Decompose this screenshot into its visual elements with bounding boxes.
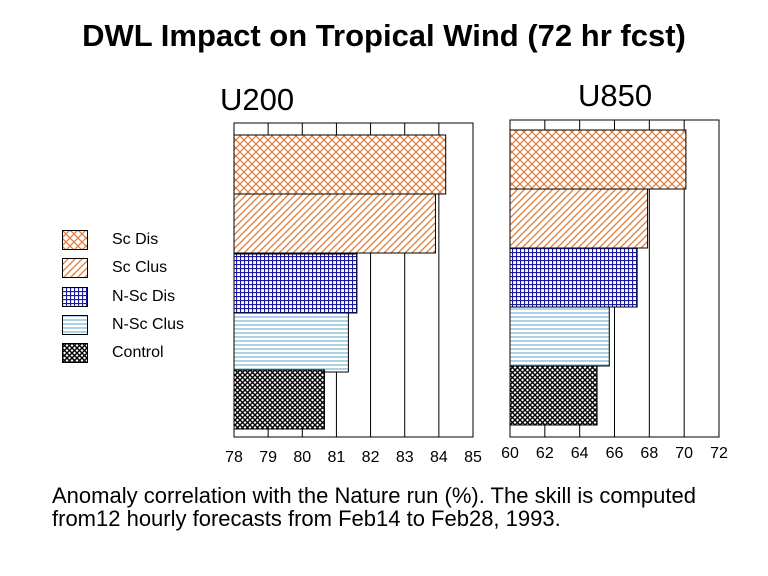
legend-label: Control: [112, 344, 164, 362]
bar-n-sc-dis: [233, 253, 358, 314]
legend-swatch-grid-blue: [62, 286, 88, 307]
x-tick-label: 60: [501, 445, 519, 462]
chart-title: DWL Impact on Tropical Wind (72 hr fcst): [82, 18, 686, 53]
legend-label: N-Sc Clus: [112, 315, 185, 333]
x-tick-label: 79: [259, 449, 277, 466]
x-tick-label: 80: [293, 449, 311, 466]
legend-swatch-crosshatch-black: [62, 343, 88, 364]
panel-title-u200: U200: [220, 82, 295, 117]
x-tick-label: 85: [464, 449, 482, 466]
bar-control: [509, 365, 598, 426]
chart-caption: Anomaly correlation with the Nature run …: [52, 483, 696, 531]
bar-n-sc-clus: [509, 306, 610, 367]
bar-control: [233, 369, 325, 430]
legend-swatch-hlines-blue: [62, 314, 88, 335]
x-tick-label: 81: [328, 449, 346, 466]
x-tick-label: 64: [571, 445, 589, 462]
bar-sc-clus: [509, 188, 649, 249]
legend-swatch-crosshatch-orange: [62, 230, 88, 250]
chart-u850: 60 62 64 66 68 70 72: [501, 119, 728, 462]
x-tick-label: 82: [362, 449, 380, 466]
legend-label: Sc Clus: [112, 259, 168, 277]
chart-u200: 78 79 80 81 82 83 84 85: [225, 122, 482, 466]
x-tick-label: 66: [606, 445, 624, 462]
panel-title-u850: U850: [578, 78, 653, 113]
x-tick-label: 72: [710, 445, 728, 462]
x-tick-label: 70: [675, 445, 693, 462]
x-tick-label: 68: [640, 445, 658, 462]
legend-swatch-diagonal-orange: [62, 258, 88, 279]
legend-label: Sc Dis: [112, 231, 159, 248]
x-tick-label: 78: [225, 449, 243, 466]
x-tick-label: 62: [536, 445, 554, 462]
bar-sc-dis: [509, 129, 687, 190]
bar-n-sc-clus: [233, 312, 349, 373]
bar-sc-dis: [233, 134, 447, 195]
bar-n-sc-dis: [509, 247, 638, 308]
legend-label: N-Sc Dis: [112, 287, 176, 305]
bar-sc-clus: [233, 193, 436, 254]
x-tick-label: 83: [396, 449, 414, 466]
x-tick-label: 84: [430, 449, 448, 466]
